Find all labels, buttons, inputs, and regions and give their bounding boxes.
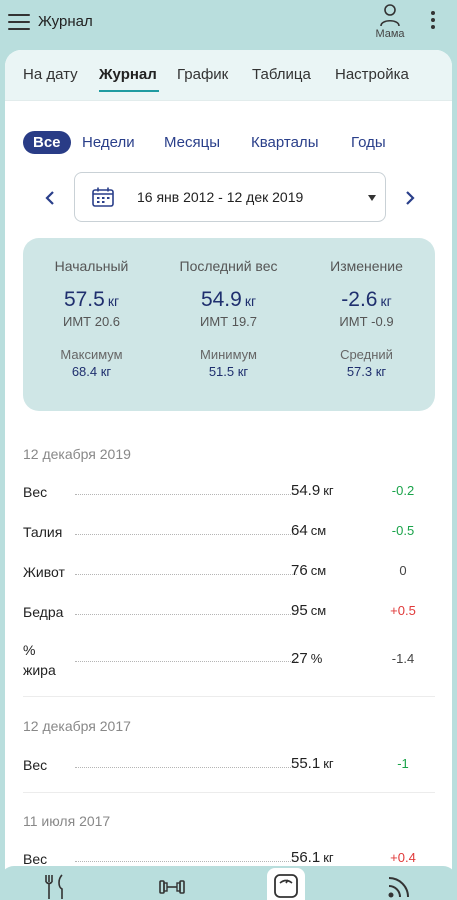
- avg-label: Средний: [340, 347, 393, 362]
- user-icon: [380, 4, 400, 27]
- caret-down-icon: [368, 195, 376, 201]
- start-label: Начальный: [54, 258, 129, 274]
- period-months[interactable]: Месяцы: [164, 134, 221, 151]
- prev-range-arrow-icon[interactable]: [43, 188, 59, 208]
- row-leader: [75, 661, 297, 662]
- profile-name: Мама: [375, 28, 405, 40]
- rss-feed-icon[interactable]: [387, 873, 413, 899]
- content-sheet: На дату Журнал График Таблица Настройка …: [5, 50, 452, 900]
- period-all[interactable]: Все: [23, 131, 71, 154]
- change-bmi: ИМТ -0.9: [339, 314, 394, 329]
- tab-chart[interactable]: График: [177, 66, 229, 83]
- entry-date: 12 декабря 2017: [23, 718, 131, 734]
- row-leader: [75, 614, 297, 615]
- min-label: Минимум: [200, 347, 257, 362]
- tab-journal[interactable]: Журнал: [99, 66, 157, 83]
- avg-value: 57.3 кг: [346, 364, 387, 379]
- start-value: 57.5 кг: [63, 288, 120, 311]
- section-divider: [23, 792, 435, 793]
- row-label: Живот: [23, 564, 65, 580]
- section-divider: [23, 696, 435, 697]
- row-label: Вес: [23, 757, 48, 773]
- row-change: -1: [397, 756, 409, 771]
- row-value: 64 см: [291, 522, 327, 539]
- row-label: Талия: [23, 524, 63, 540]
- date-range-select[interactable]: 16 янв 2012 - 12 дек 2019: [74, 172, 386, 222]
- summary-start: Начальный 57.5 кг ИМТ 20.6 Максимум 68.4 …: [23, 258, 160, 379]
- next-range-arrow-icon[interactable]: [401, 188, 417, 208]
- row-change: +0.5: [390, 603, 416, 618]
- bottom-nav: [0, 866, 457, 900]
- period-quarters[interactable]: Кварталы: [251, 134, 319, 151]
- app-title: Журнал: [38, 13, 93, 30]
- row-leader: [75, 494, 297, 495]
- row-change: 0: [399, 563, 407, 578]
- journal-row[interactable]: Бедра 95 см +0.5: [23, 602, 435, 632]
- date-range-text: 16 янв 2012 - 12 дек 2019: [137, 189, 304, 205]
- tab-settings[interactable]: Настройка: [335, 66, 409, 83]
- change-value: -2.6 кг: [341, 288, 392, 311]
- tab-table[interactable]: Таблица: [252, 66, 311, 83]
- row-leader: [75, 861, 297, 862]
- entry-date: 12 декабря 2019: [23, 446, 131, 462]
- active-nav-highlight: [267, 868, 305, 900]
- entry-date: 11 июля 2017: [23, 813, 111, 829]
- change-label: Изменение: [330, 258, 403, 274]
- row-value: 95 см: [291, 602, 327, 619]
- row-change: -1.4: [391, 651, 415, 666]
- journal-row[interactable]: Вес 54.9 кг -0.2: [23, 482, 435, 512]
- row-label: Вес: [23, 851, 48, 867]
- journal-row[interactable]: % жира 27% -1.4: [23, 640, 435, 684]
- row-leader: [75, 574, 297, 575]
- row-label: Вес: [23, 484, 48, 500]
- row-change: +0.4: [390, 850, 416, 865]
- row-value: 55.1 кг: [291, 755, 334, 772]
- max-value: 68.4 кг: [71, 364, 112, 379]
- tab-active-indicator: [99, 90, 159, 92]
- app-bar: Журнал Мама: [0, 0, 457, 50]
- row-change: -0.2: [391, 483, 415, 498]
- row-value: 54.9 кг: [291, 482, 334, 499]
- tab-by-date[interactable]: На дату: [23, 66, 78, 83]
- last-label: Последний вес: [179, 258, 278, 274]
- menu-icon[interactable]: [8, 14, 30, 30]
- last-value: 54.9 кг: [200, 288, 257, 311]
- min-value: 51.5 кг: [208, 364, 249, 379]
- row-value: 76 см: [291, 562, 327, 579]
- start-bmi: ИМТ 20.6: [62, 314, 121, 329]
- tab-bar: На дату Журнал График Таблица Настройка: [5, 50, 452, 100]
- row-change: -0.5: [391, 523, 415, 538]
- row-value: 27%: [291, 650, 323, 667]
- journal-row[interactable]: Живот 76 см 0: [23, 562, 435, 592]
- tabs-divider: [5, 100, 452, 101]
- journal-row[interactable]: Талия 64 см -0.5: [23, 522, 435, 552]
- summary-card: Начальный 57.5 кг ИМТ 20.6 Максимум 68.4 …: [23, 238, 435, 411]
- summary-last: Последний вес 54.9 кг ИМТ 19.7 Минимум 51…: [160, 258, 297, 379]
- calendar-icon: [92, 187, 114, 207]
- row-leader: [75, 534, 297, 535]
- more-vert-icon[interactable]: [430, 11, 436, 33]
- max-label: Максимум: [60, 347, 123, 362]
- profile-button[interactable]: Мама: [370, 3, 410, 40]
- last-bmi: ИМТ 19.7: [199, 314, 258, 329]
- journal-row[interactable]: Вес 56.1 кг +0.4: [23, 849, 435, 879]
- row-label: Бедра: [23, 604, 64, 620]
- period-years[interactable]: Годы: [351, 134, 386, 151]
- row-value: 56.1 кг: [291, 849, 334, 866]
- row-leader: [75, 767, 297, 768]
- period-weeks[interactable]: Недели: [82, 134, 135, 151]
- journal-row[interactable]: Вес 55.1 кг -1: [23, 755, 435, 785]
- row-label: % жира: [23, 642, 56, 678]
- food-icon[interactable]: [42, 873, 70, 900]
- summary-change: Изменение -2.6 кг ИМТ -0.9 Средний 57.3 к…: [298, 258, 435, 379]
- dumbbell-icon[interactable]: [157, 873, 187, 900]
- scale-icon[interactable]: [273, 873, 299, 899]
